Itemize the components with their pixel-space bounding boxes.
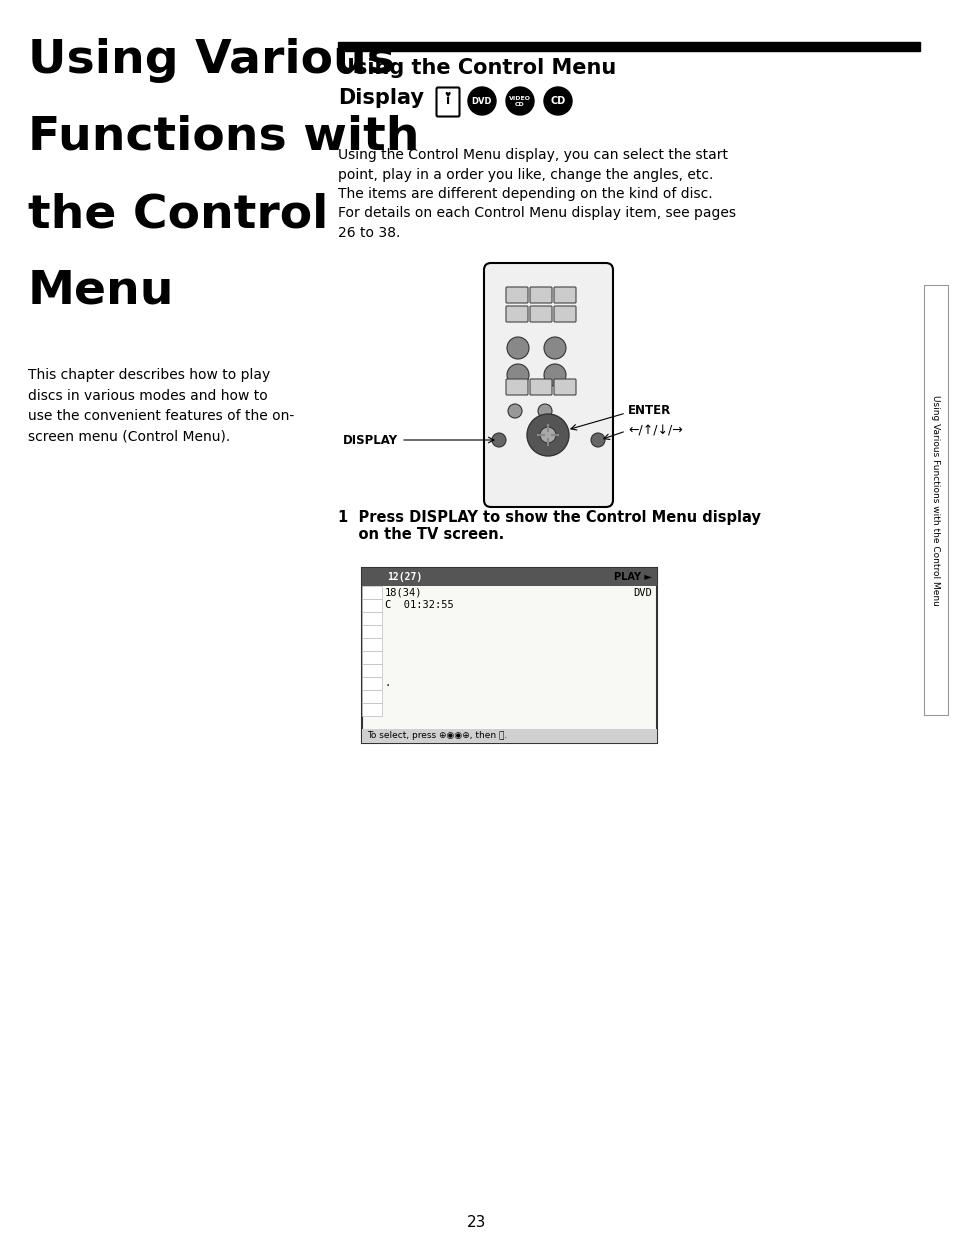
Text: Functions with: Functions with <box>28 115 419 160</box>
Bar <box>361 637 381 651</box>
Text: Using the Control Menu: Using the Control Menu <box>337 58 616 78</box>
Text: This chapter describes how to play
discs in various modes and how to
use the con: This chapter describes how to play discs… <box>28 367 294 444</box>
Circle shape <box>539 427 556 443</box>
FancyBboxPatch shape <box>554 306 576 322</box>
Circle shape <box>543 337 565 359</box>
FancyBboxPatch shape <box>530 306 552 322</box>
Bar <box>361 665 381 677</box>
Text: Display: Display <box>337 88 423 109</box>
Circle shape <box>543 364 565 386</box>
Text: .: . <box>385 678 391 688</box>
Text: Using Various: Using Various <box>28 38 395 83</box>
Text: PLAY ►: PLAY ► <box>614 572 651 582</box>
Bar <box>337 42 919 51</box>
Text: 18(34): 18(34) <box>385 587 422 598</box>
Text: ENTER: ENTER <box>627 404 671 418</box>
FancyBboxPatch shape <box>530 379 552 395</box>
Circle shape <box>543 88 572 115</box>
FancyBboxPatch shape <box>505 379 527 395</box>
Text: ♥: ♥ <box>444 92 451 97</box>
Bar <box>361 568 657 743</box>
Text: the Control: the Control <box>28 192 328 237</box>
Text: CD: CD <box>515 102 524 107</box>
Circle shape <box>590 433 604 448</box>
Text: CD: CD <box>550 96 565 106</box>
Circle shape <box>507 404 521 418</box>
Text: VIDEO: VIDEO <box>509 96 531 101</box>
Bar <box>361 599 381 612</box>
Bar <box>361 651 381 665</box>
Text: on the TV screen.: on the TV screen. <box>337 526 504 543</box>
Bar <box>361 625 381 637</box>
FancyBboxPatch shape <box>530 287 552 303</box>
Text: DVD: DVD <box>471 96 492 106</box>
Text: ←/↑/↓/→: ←/↑/↓/→ <box>627 424 682 438</box>
Text: Using the Control Menu display, you can select the start
point, play in a order : Using the Control Menu display, you can … <box>337 148 735 240</box>
Text: DISPLAY: DISPLAY <box>343 434 397 446</box>
Text: 1  Press DISPLAY to show the Control Menu display: 1 Press DISPLAY to show the Control Menu… <box>337 510 760 525</box>
Circle shape <box>468 88 496 115</box>
Bar <box>361 703 381 716</box>
Text: Using Various Functions with the Control Menu: Using Various Functions with the Control… <box>930 395 940 605</box>
Bar <box>923 285 947 715</box>
Circle shape <box>526 414 568 456</box>
Text: 12(27): 12(27) <box>387 572 422 582</box>
FancyBboxPatch shape <box>483 263 613 507</box>
Text: 23: 23 <box>467 1215 486 1231</box>
Text: To select, press ⊕◉◉⊕, then ⎕.: To select, press ⊕◉◉⊕, then ⎕. <box>367 731 507 741</box>
Circle shape <box>537 404 552 418</box>
Bar <box>361 612 381 625</box>
Circle shape <box>506 337 529 359</box>
Circle shape <box>505 88 534 115</box>
FancyBboxPatch shape <box>505 287 527 303</box>
FancyBboxPatch shape <box>554 287 576 303</box>
Circle shape <box>492 433 505 448</box>
FancyBboxPatch shape <box>505 306 527 322</box>
Bar <box>361 677 381 690</box>
Text: C  01:32:55: C 01:32:55 <box>385 600 454 610</box>
FancyBboxPatch shape <box>554 379 576 395</box>
FancyBboxPatch shape <box>436 88 459 116</box>
Bar <box>361 586 381 599</box>
Circle shape <box>506 364 529 386</box>
Bar <box>361 729 657 743</box>
Text: DVD: DVD <box>633 587 651 598</box>
Bar <box>361 568 657 586</box>
Text: Menu: Menu <box>28 268 174 313</box>
Text: i: i <box>445 95 450 107</box>
Bar <box>361 690 381 703</box>
